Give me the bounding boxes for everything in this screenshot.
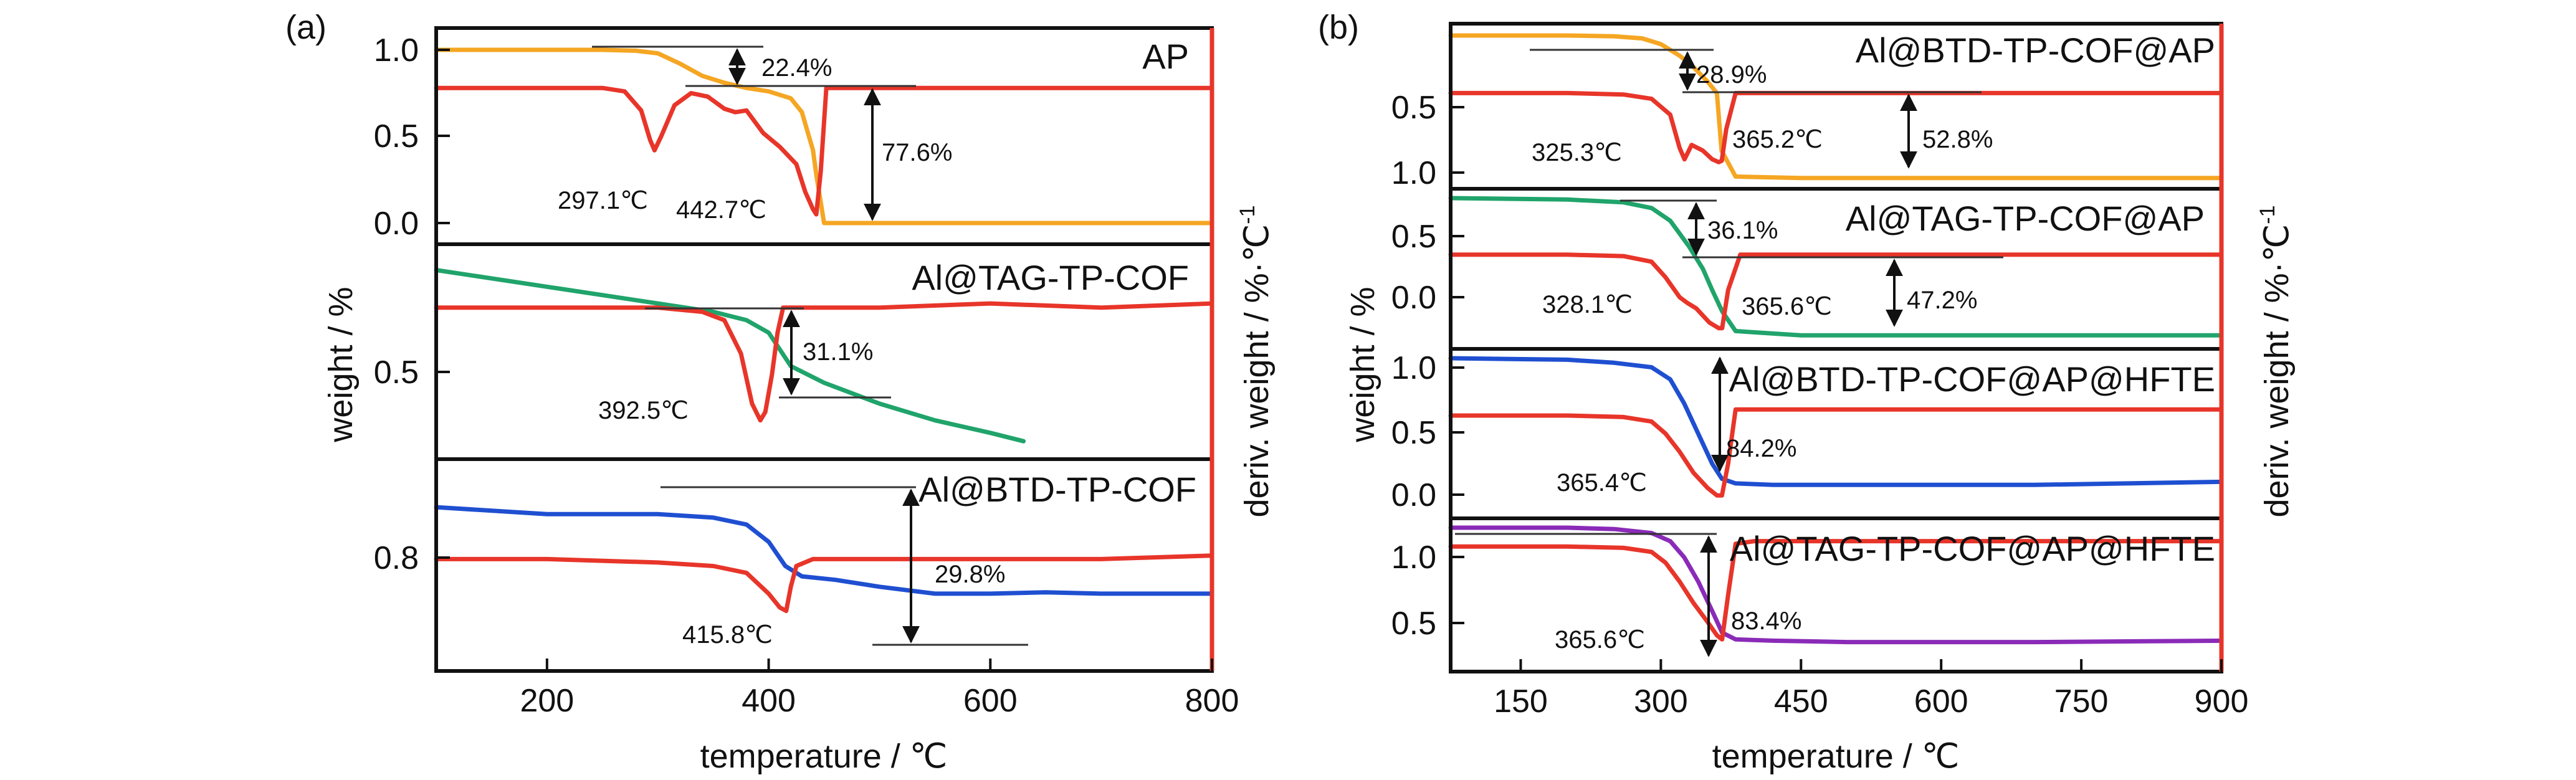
x-tick-label-a-2: 400 bbox=[742, 683, 796, 719]
tick-label-a3-1: 0.8 bbox=[374, 540, 419, 576]
deriv-curve-al-tag-tp-cof bbox=[434, 301, 1214, 423]
subplot-b4-name: Al@TAG-TP-COF@AP@HFTE bbox=[1730, 529, 2215, 568]
annotation-b1-peak-1: 325.3℃ bbox=[1532, 139, 1622, 166]
subplot-b2-name: Al@TAG-TP-COF@AP bbox=[1846, 199, 2205, 238]
annotation-b1-loss-2: 52.8% bbox=[1922, 126, 1993, 153]
panel-a: (a) weight / % deriv. weight / %·℃-1 AP … bbox=[285, 9, 1276, 775]
tick-label-a1-2: 0.5 bbox=[374, 118, 419, 155]
panel-a-label: (a) bbox=[285, 9, 327, 46]
deriv-curve-al-btd-tp-cof-ap-hfte bbox=[1448, 407, 2224, 498]
annotation-a3-loss-1: 29.8% bbox=[935, 561, 1005, 588]
panel-a-ylabel-left: weight / % bbox=[322, 287, 360, 442]
tick-label-b3-2: 0.5 bbox=[1391, 415, 1436, 451]
tick-label-b4-2: 0.5 bbox=[1391, 606, 1436, 642]
annotation-b2-loss-2: 47.2% bbox=[1907, 287, 1977, 314]
weight-curve-al-btd-tp-cof-ap-hfte bbox=[1448, 356, 2224, 487]
tick-label-a2-1: 0.5 bbox=[374, 354, 419, 391]
x-tick-label-b-2: 300 bbox=[1634, 683, 1688, 720]
subplot-a2: Al@TAG-TP-COF 0.5 392.5℃ 31.1% bbox=[374, 258, 1214, 444]
x-tick-label-b-4: 600 bbox=[1914, 683, 1968, 720]
annotation-b3-peak-1: 365.4℃ bbox=[1557, 469, 1647, 497]
annotation-a1-peak-2: 442.7℃ bbox=[676, 196, 766, 224]
annotation-a1-loss-2: 77.6% bbox=[882, 139, 952, 166]
weight-curve-al-tag-tp-cof-ap bbox=[1448, 196, 2224, 338]
subplot-a3: Al@BTD-TP-COF 0.8 415.8℃ 29.8% bbox=[374, 470, 1214, 649]
annotation-a2-loss-1: 31.1% bbox=[803, 338, 873, 366]
weight-curve-ap bbox=[434, 47, 1214, 226]
x-axis-b: 150 300 450 600 750 900 bbox=[1494, 659, 2248, 720]
weight-curve-al-btd-tp-cof-ap bbox=[1448, 33, 2224, 181]
x-axis-a: 200 400 600 800 bbox=[520, 659, 1239, 719]
subplot-a1: AP 1.0 0.5 0.0 297.1℃ 442.7℃ 22.4% 77.6% bbox=[374, 32, 1214, 242]
tick-label-b4-1: 1.0 bbox=[1391, 540, 1436, 576]
panel-b-xlabel: temperature / ℃ bbox=[1712, 738, 1960, 775]
tick-label-a1-1: 1.0 bbox=[374, 32, 419, 69]
annotation-b1-loss-1: 28.9% bbox=[1696, 61, 1767, 88]
annotation-b3-loss-1: 84.2% bbox=[1726, 435, 1796, 462]
curves-b3 bbox=[1448, 356, 2224, 498]
x-tick-label-b-1: 150 bbox=[1494, 683, 1548, 720]
tick-label-b1-2: 1.0 bbox=[1391, 155, 1436, 191]
annotation-b2-loss-1: 36.1% bbox=[1707, 217, 1778, 244]
subplot-a1-name: AP bbox=[1142, 37, 1189, 76]
annotation-b4-peak-1: 365.6℃ bbox=[1555, 626, 1645, 654]
x-tick-label-a-3: 600 bbox=[963, 683, 1018, 719]
x-tick-label-b-3: 450 bbox=[1774, 683, 1828, 720]
panel-b-ylabel-right: deriv. weight / %·℃-1 bbox=[2256, 205, 2296, 517]
subplot-b3: Al@BTD-TP-COF@AP@HFTE 1.0 0.5 0.0 365.4℃… bbox=[1391, 350, 2224, 513]
tick-label-b3-3: 0.0 bbox=[1391, 477, 1436, 513]
annotation-b2-peak-1: 328.1℃ bbox=[1542, 291, 1633, 318]
annotation-a1-loss-1: 22.4% bbox=[761, 54, 832, 82]
curves-a3 bbox=[434, 505, 1214, 614]
panel-b-ylabel-left: weight / % bbox=[1344, 287, 1381, 442]
deriv-curve-ap bbox=[434, 85, 1214, 217]
tick-label-a1-3: 0.0 bbox=[374, 206, 419, 242]
subplot-a3-name: Al@BTD-TP-COF bbox=[918, 470, 1196, 509]
tick-label-b3-1: 1.0 bbox=[1391, 350, 1436, 386]
tick-label-b2-1: 0.5 bbox=[1391, 219, 1436, 255]
curves-b2 bbox=[1448, 196, 2224, 338]
weight-curve-al-btd-tp-cof bbox=[434, 505, 1214, 596]
panel-a-ylabel-right: deriv. weight / %·℃-1 bbox=[1236, 205, 1276, 517]
weight-curve-al-tag-tp-cof bbox=[434, 268, 1026, 444]
tick-label-b1-1: 0.5 bbox=[1391, 90, 1436, 126]
annotation-b2-peak-2: 365.6℃ bbox=[1742, 293, 1832, 320]
annotation-a1-peak-1: 297.1℃ bbox=[558, 187, 648, 214]
deriv-curve-al-tag-tp-cof-ap bbox=[1448, 252, 2224, 331]
deriv-curve-al-btd-tp-cof bbox=[434, 553, 1214, 614]
x-tick-label-a-4: 800 bbox=[1185, 683, 1239, 719]
subplot-b2: Al@TAG-TP-COF@AP 0.5 0.0 328.1℃ 365.6℃ 3… bbox=[1391, 196, 2224, 338]
x-tick-label-b-6: 900 bbox=[2195, 683, 2249, 720]
subplot-a2-name: Al@TAG-TP-COF bbox=[912, 258, 1189, 297]
subplot-b1: Al@BTD-TP-COF@AP 0.5 1.0 325.3℃ 365.2℃ 2… bbox=[1391, 31, 2224, 191]
panel-b: (b) weight / % deriv. weight / %·℃-1 Al@… bbox=[1318, 9, 2296, 775]
panel-b-label: (b) bbox=[1318, 9, 1359, 46]
x-tick-label-a-1: 200 bbox=[520, 683, 574, 719]
annotation-a3-peak-1: 415.8℃ bbox=[682, 621, 773, 649]
panel-a-xlabel: temperature / ℃ bbox=[700, 738, 948, 775]
subplot-b3-name: Al@BTD-TP-COF@AP@HFTE bbox=[1729, 359, 2215, 399]
annotation-a2-peak-1: 392.5℃ bbox=[598, 397, 689, 424]
tick-label-b2-2: 0.0 bbox=[1391, 280, 1436, 316]
annotation-b1-peak-2: 365.2℃ bbox=[1732, 126, 1823, 153]
curves-a1 bbox=[434, 47, 1214, 226]
subplot-b4: Al@TAG-TP-COF@AP@HFTE 1.0 0.5 365.6℃ 83.… bbox=[1391, 525, 2224, 657]
x-tick-label-b-5: 750 bbox=[2054, 683, 2109, 720]
subplot-b1-name: Al@BTD-TP-COF@AP bbox=[1856, 31, 2215, 70]
annotation-b4-loss-1: 83.4% bbox=[1731, 607, 1801, 635]
curves-a2 bbox=[434, 268, 1214, 444]
